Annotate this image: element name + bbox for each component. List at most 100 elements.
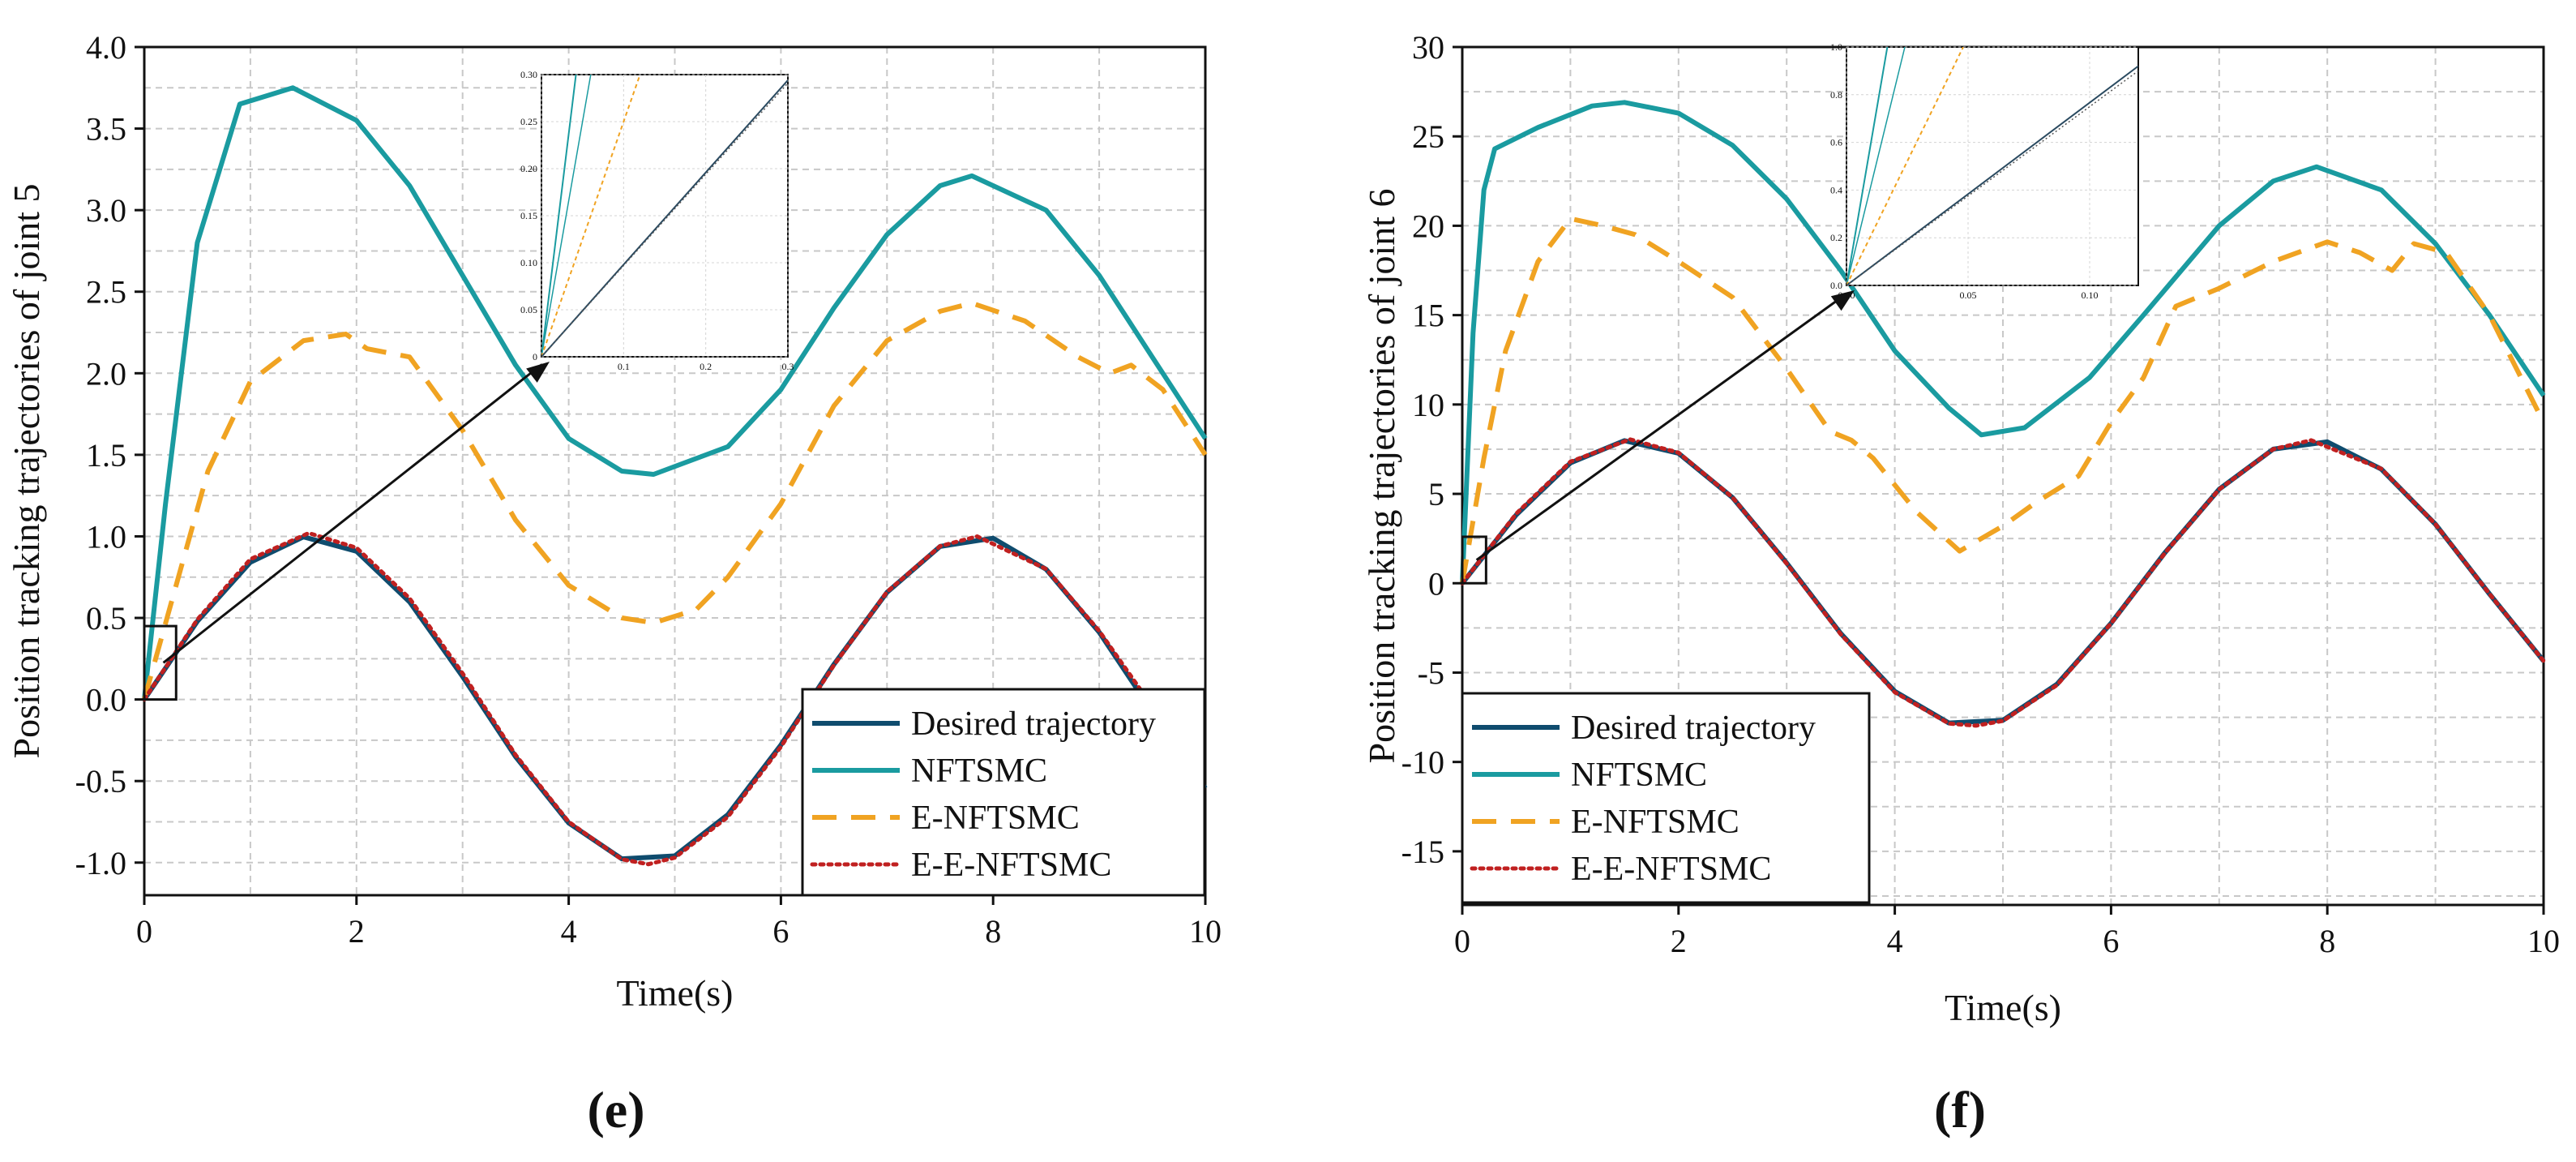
y-tick-label: -10 [1401,744,1444,781]
inset-y-tick-label: 0.8 [1830,89,1842,101]
zoom-arrow-line [1475,297,1841,561]
inset-x-tick-label: 0.00 [1838,289,1855,301]
y-tick-label: 4.0 [86,29,126,66]
y-tick-label: 0.5 [86,600,126,637]
y-tick-label: 3.0 [86,192,126,229]
x-tick-label: 2 [1671,923,1687,959]
x-axis-label-f: Time(s) [1945,987,2061,1028]
chart-panel-e: 0 2 4 6 8 10 -1.0 -0.5 0.0 0.5 1.0 1.5 2.0 2.5 3.0 3.5… [6,29,1222,1138]
x-tick-label: 8 [2319,923,2335,959]
inset-y-tick-label: 0.25 [520,116,537,127]
y-tick-label: 0 [1428,565,1444,602]
inset-y-tick-label: 0.20 [520,163,537,174]
series-line-nftsmc [1460,100,2546,584]
legend-label-nftsmc: NFTSMC [1571,757,1707,794]
inset-y-tick-label: 1.0 [1830,41,1842,53]
legend-label-eenftsmc: E-E-NFTSMC [911,847,1111,884]
y-tick-label: 5 [1428,476,1444,512]
y-ticks-e: -1.0 -0.5 0.0 0.5 1.0 1.5 2.0 2.5 3.0 3.5 4.0 [75,29,144,881]
legend-label-enftsmc: E-NFTSMC [911,800,1080,837]
y-ticks-f: -15 -10 -5 0 5 10 15 20 25 30 [1401,29,1462,870]
zoom-box [1461,535,1487,585]
y-tick-label: 10 [1412,387,1444,423]
y-tick-label: 1.0 [86,518,126,555]
inset-frame [1846,46,2139,286]
inset-line-nftsmc [1846,47,1889,285]
x-ticks-e: 0 2 4 6 8 10 [136,895,1222,950]
inset-line-enftsmc [1846,47,1964,285]
inset-y-tick-label: 0.4 [1830,184,1842,195]
x-tick-label: 6 [772,913,789,950]
inset-x-tick-label: 0 [539,361,544,372]
inset-y-tick-label: 0.2 [1830,232,1842,243]
x-axis-label-e: Time(s) [617,972,734,1014]
inset-y-tick-label: 0.15 [520,210,537,221]
y-tick-label: 1.5 [86,437,126,474]
y-tick-label: 15 [1412,298,1444,334]
inset-curves [541,75,788,357]
inset-line-nftsmc [541,75,577,357]
inset-line-desired [1846,65,2138,285]
x-tick-label: 10 [1189,913,1222,950]
x-tick-label: 4 [561,913,577,950]
y-tick-label: 2.0 [86,355,126,392]
y-tick-label: -0.5 [75,763,126,800]
x-tick-label: 6 [2103,923,2119,959]
x-tick-label: 4 [1887,923,1903,959]
panel-label-f: (f) [1934,1081,1986,1138]
y-axis-label-f: Position tracking trajectories of joint … [1361,188,1402,763]
x-tick-label: 10 [2527,923,2560,959]
inset-y-tick-label: 0.05 [520,304,537,315]
series-line-eenftsmc [142,530,1144,867]
y-tick-label: 25 [1412,118,1444,155]
legend-label-enftsmc: E-NFTSMC [1571,804,1739,841]
legend-label-eenftsmc: E-E-NFTSMC [1571,851,1771,888]
zoom-arrow-line [162,368,536,664]
inset-x-tick-label: 0.05 [1960,289,1977,301]
y-tick-label: 0.0 [86,682,126,718]
x-ticks-f: 0 2 4 6 8 10 [1454,905,2560,959]
zoom-callout-f [1461,290,1855,585]
zoom-arrow-head [526,362,550,383]
plot-frame-e [143,45,1207,897]
inset-curves [1846,47,2138,285]
x-tick-label: 0 [1454,923,1470,959]
series-line-nftsmc [142,85,1208,700]
y-tick-label: -5 [1418,654,1444,691]
x-tick-label: 2 [349,913,365,950]
inset-line-eenftsmc [541,82,788,357]
y-tick-label: 30 [1412,29,1444,66]
chart-panel-f: 0 2 4 6 8 10 -15 -10 -5 0 5 10 15 20 25 30 Time(s) Pos… [1361,29,2560,1138]
series-line-enftsmc [1460,216,2546,584]
inset-y-tick-label: 0 [533,351,537,362]
inset-y-tick-label: 0.0 [1830,280,1842,291]
zoom-arrow-head [1830,290,1855,311]
series-line-enftsmc [142,300,1208,701]
inset-plot-f: 0.00 0.05 0.10 0.0 0.2 0.4 0.6 0.8 1.0 [1830,41,2139,301]
legend-label-desired: Desired trajectory [1571,710,1816,747]
inset-y-tick-label: 0.10 [520,257,537,268]
x-tick-label: 8 [985,913,1001,950]
y-tick-label: 20 [1412,208,1444,244]
inset-x-tick-label: 0.1 [618,361,630,372]
series-group-f [1460,100,2546,728]
panel-label-e: (e) [587,1081,644,1138]
inset-y-tick-label: 0.30 [520,69,537,80]
legend-e: Desired trajectory NFTSMC E-NFTSMC E-E-NFTS… [801,688,1206,897]
y-axis-label-e: Position tracking trajectories of joint … [6,183,47,758]
inset-line-nftsmc-2 [541,75,592,357]
x-tick-label: 0 [136,913,152,950]
y-tick-label: -15 [1401,834,1444,870]
inset-x-tick-label: 0.10 [2082,289,2099,301]
y-tick-label: 2.5 [86,274,126,311]
inset-plot-e: 0 0.1 0.2 0.300.050.100.150.200.250.30 [520,69,794,372]
inset-x-tick-label: 0.3 [782,361,794,372]
inset-line-enftsmc [541,75,641,357]
y-tick-label: -1.0 [75,845,126,881]
legend-label-desired: Desired trajectory [911,705,1156,743]
series-group-e [142,85,1208,867]
series-line-eenftsmc [1460,437,2546,728]
legend-f: Desired trajectory NFTSMC E-NFTSMC E-E-NFTS… [1461,692,1871,904]
